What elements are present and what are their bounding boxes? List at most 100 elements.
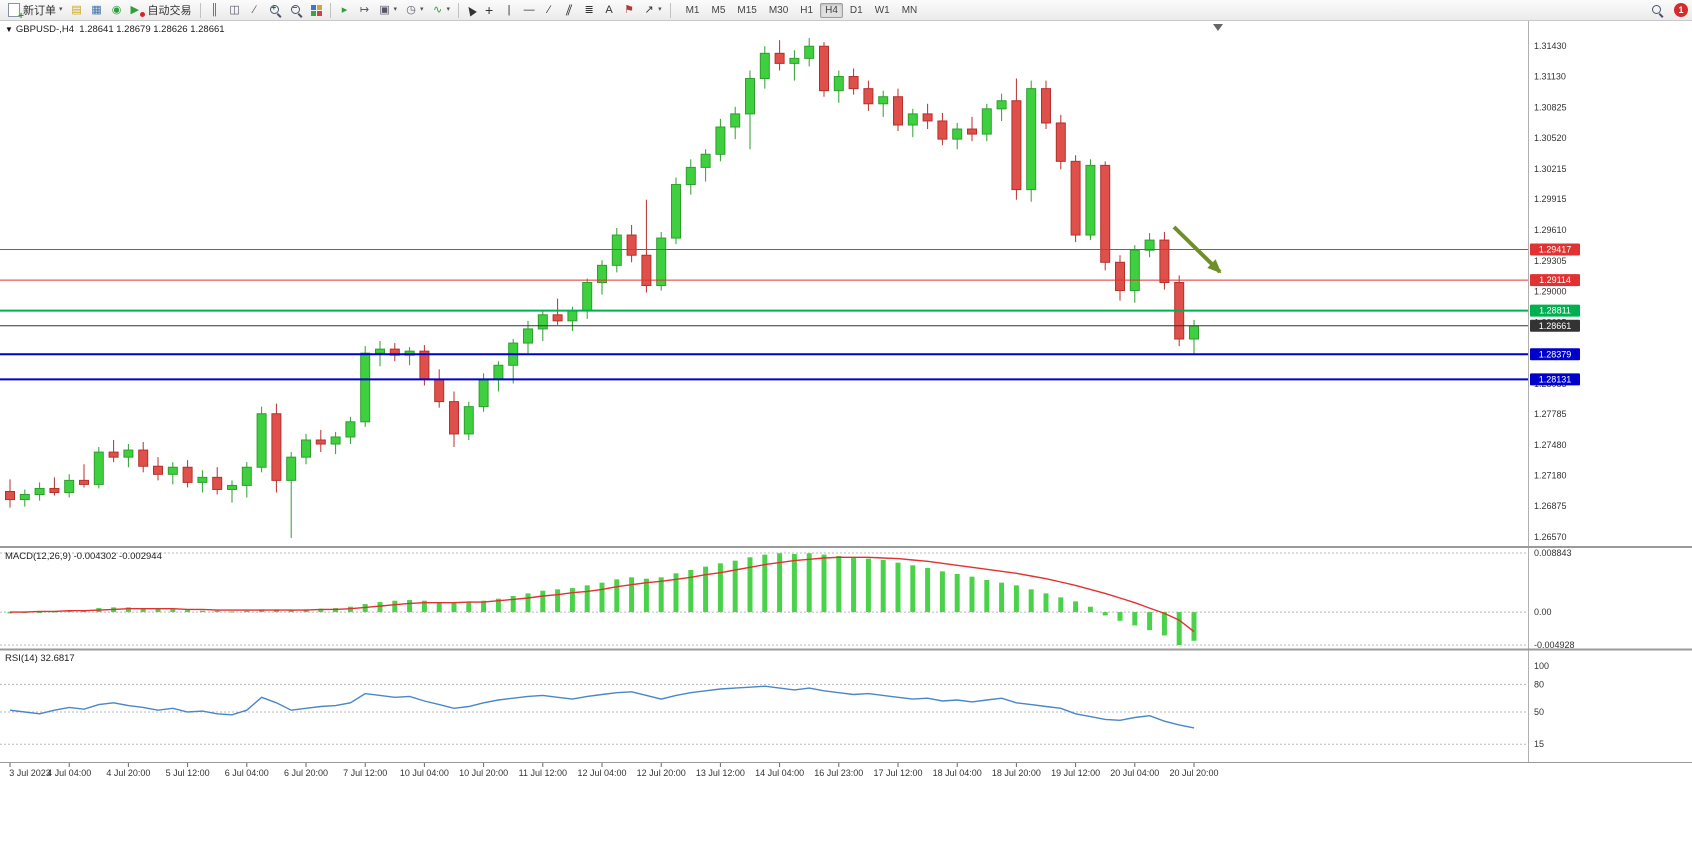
candle [656, 237, 667, 287]
price-axis-label: 1.29915 [1534, 194, 1567, 204]
timeframe-h1[interactable]: H1 [800, 4, 814, 16]
candle [745, 78, 755, 115]
rsi-panel[interactable]: 100 80 50 15 [0, 661, 1549, 749]
macd-histogram-bar [1102, 612, 1108, 616]
macd-histogram-bar [732, 560, 738, 613]
equidistant-channel-button[interactable]: ∥ [559, 0, 579, 20]
horizontal-line-button[interactable]: — [519, 0, 539, 20]
trendline-button[interactable]: ∕ [539, 0, 559, 20]
navigator-button[interactable]: ◉ [107, 0, 127, 20]
timeframe-m5[interactable]: M5 [711, 4, 726, 16]
timeframe-m30[interactable]: M30 [768, 4, 789, 16]
macd-histogram-bar [643, 578, 649, 613]
price-axis-label: 1.29610 [1534, 225, 1567, 235]
macd-histogram-bar [673, 573, 679, 613]
new-order-button[interactable]: 新订单 ▾ [4, 0, 67, 22]
price-badge-1.28379 [1530, 348, 1580, 361]
fibonacci-button[interactable]: ≣ [579, 0, 599, 20]
macd-histogram-bar [1028, 589, 1034, 613]
cursor-button[interactable] [463, 0, 479, 20]
candle [182, 466, 193, 483]
chart-window-title: ▼ GBPUSD-,H4 1.28641 1.28679 1.28626 1.28… [5, 24, 225, 35]
toolbar-separator [329, 2, 331, 18]
price-axis-label: 1.31430 [1534, 41, 1567, 51]
search-button[interactable] [1647, 0, 1668, 20]
price-axis[interactable]: 1.31430 1.31130 1.30825 1.30520 1.30215 1.299… [1528, 21, 1581, 762]
time-axis-label: 10 Jul 04:00 [400, 768, 449, 778]
macd-histogram-bar [658, 577, 664, 613]
charts-button[interactable]: ▤ [67, 0, 87, 20]
time-axis-label: 6 Jul 04:00 [225, 768, 269, 778]
macd-panel[interactable]: 0.008843 0.00 -0.004928 [0, 548, 1575, 650]
macd-histogram-bar [1073, 601, 1079, 613]
profiles-button[interactable]: ▦ [87, 0, 107, 20]
indicators-button[interactable]: ∿ ▾ [428, 0, 455, 20]
price-badge-text: 1.28379 [1539, 349, 1572, 359]
candle [49, 487, 60, 493]
charts-icon: ▤ [71, 4, 82, 16]
rsi-indicator-label: RSI(14) 32.6817 [5, 653, 75, 664]
time-axis-label: 20 Jul 20:00 [1169, 768, 1218, 778]
new-chart-button[interactable]: ▣ ▾ [375, 0, 402, 20]
candle [1070, 160, 1081, 236]
macd-histogram-bar [199, 610, 205, 613]
periods-button[interactable]: ◷ ▾ [401, 0, 428, 20]
candle [19, 494, 30, 501]
macd-histogram-bar [1161, 612, 1167, 636]
timeframe-d1[interactable]: D1 [849, 4, 863, 16]
chart-shift-marker[interactable] [1213, 24, 1223, 31]
macd-histogram-bar [377, 602, 383, 613]
crosshair-button[interactable]: + [479, 0, 499, 20]
text-button[interactable]: A [599, 0, 619, 20]
zoom-in-button[interactable]: + [265, 0, 286, 20]
new-order-icon [8, 3, 24, 22]
candle [878, 96, 889, 105]
price-axis-label: 1.27180 [1534, 470, 1567, 480]
macd-histogram-bar [851, 557, 857, 613]
profiles-icon: ▦ [91, 4, 102, 16]
candlestick-icon: ◫ [229, 4, 240, 16]
chart-shift-button[interactable]: ↦ [355, 0, 375, 20]
timeframe-m15[interactable]: M15 [737, 4, 757, 16]
price-axis-label: 1.31130 [1534, 72, 1566, 82]
macd-histogram-bar [185, 610, 191, 613]
timeframe-w1[interactable]: W1 [874, 4, 890, 16]
line-chart-button[interactable]: ∕ [245, 0, 265, 20]
vertical-line-button[interactable]: | [499, 0, 519, 20]
timeframe-h4[interactable]: H4 [820, 2, 843, 18]
macd-histogram-bar [66, 610, 72, 613]
macd-histogram-bar [451, 602, 457, 613]
candle [271, 413, 282, 481]
auto-scroll-button[interactable]: ▸ [335, 0, 355, 20]
main-chart-plot[interactable] [0, 24, 1528, 538]
price-axis-label: 1.30520 [1534, 133, 1567, 143]
macd-histogram-bar [599, 582, 605, 613]
trend-arrow[interactable] [1172, 225, 1222, 274]
text-label-button[interactable]: ⚑ [619, 0, 639, 20]
one-click-trading-arrow-icon[interactable]: ▼ [5, 25, 13, 34]
candle [1100, 164, 1111, 263]
macd-histogram-bar [555, 589, 561, 613]
autotrading-button[interactable]: ▶ 自动交易 [127, 0, 196, 20]
zoom-out-icon: − [290, 3, 303, 17]
macd-histogram-bar [170, 609, 176, 613]
price-badge-1.28811 [1530, 304, 1580, 317]
dropdown-caret-icon: ▾ [658, 6, 662, 13]
zoom-out-button[interactable]: − [286, 0, 307, 20]
candle [523, 328, 533, 344]
autotrading-icon: ▶ [131, 3, 145, 17]
chart-ohlc-values: 1.28641 1.28679 1.28626 1.28661 [79, 24, 225, 35]
candlesticks-button[interactable]: ◫ [225, 0, 245, 20]
macd-axis-label: 0.008843 [1534, 548, 1572, 558]
time-axis-label: 20 Jul 04:00 [1110, 768, 1159, 778]
price-axis-label: 1.29000 [1534, 287, 1567, 297]
bar-chart-button[interactable]: ║ [205, 0, 225, 20]
tile-windows-button[interactable] [307, 0, 326, 20]
notification-badge[interactable]: 1 [1674, 3, 1688, 17]
macd-histogram-bar [777, 553, 783, 613]
candle [256, 413, 267, 468]
arrows-button[interactable]: ↗ ▾ [639, 0, 666, 20]
timeframe-mn[interactable]: MN [901, 4, 918, 16]
timeframe-m1[interactable]: M1 [685, 4, 700, 16]
